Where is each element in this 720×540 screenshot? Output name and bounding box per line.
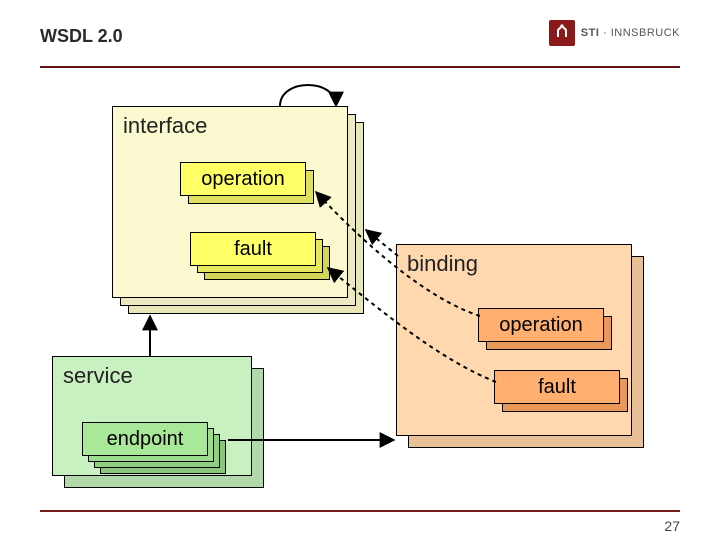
service-endpoint-label: endpoint [107, 428, 184, 451]
logo-icon [549, 20, 575, 46]
header: WSDL 2.0 STI · INNSBRUCK [0, 0, 720, 66]
service-label: service [63, 363, 133, 389]
footer-rule [40, 510, 680, 512]
logo: STI · INNSBRUCK [549, 18, 680, 48]
header-rule [40, 66, 680, 68]
page-title: WSDL 2.0 [40, 26, 123, 47]
interface-operation-label: operation [201, 168, 284, 191]
binding-label: binding [407, 251, 478, 277]
binding-fault-label: fault [538, 376, 576, 399]
interface-fault-label: fault [234, 238, 272, 261]
logo-text: STI · INNSBRUCK [581, 27, 680, 39]
binding-operation-label: operation [499, 314, 582, 337]
page-number: 27 [664, 518, 680, 534]
interface-label: interface [123, 113, 207, 139]
